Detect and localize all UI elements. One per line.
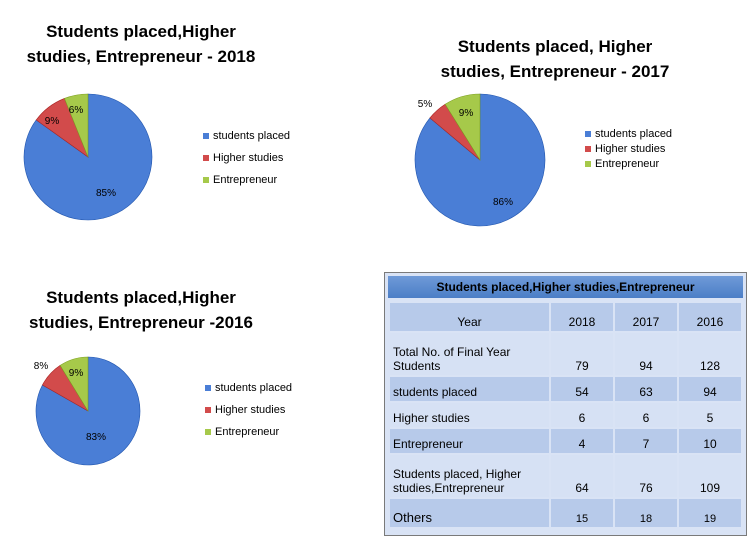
legend-entry-students-placed: students placed: [205, 377, 292, 399]
pie-data-label: 5%: [418, 99, 433, 110]
legend-entry-entrepreneur: Entrepreneur: [203, 169, 290, 191]
row-label: students placed: [390, 377, 549, 401]
legend-label: Entrepreneur: [213, 174, 278, 186]
pie-data-label: 85%: [96, 188, 116, 199]
row-value: 7: [615, 429, 677, 453]
row-value: 10: [679, 429, 741, 453]
legend-label: Higher studies: [213, 152, 284, 164]
legend-swatch-green: [203, 177, 209, 183]
legend-entry-entrepreneur: Entrepreneur: [205, 421, 292, 443]
legend-label: Higher studies: [595, 142, 666, 155]
row-value: 64: [551, 455, 613, 497]
row-value: 5: [679, 403, 741, 427]
pie-group-0: 85% 9% 6%: [23, 93, 153, 221]
legend-swatch-blue: [205, 385, 211, 391]
pie-data-label: 8%: [34, 361, 49, 372]
row-label: Entrepreneur: [390, 429, 549, 453]
legend-swatch-red: [205, 407, 211, 413]
legend-label: Higher studies: [215, 404, 286, 416]
placement-data-table: Year 2018 2017 2016 Total No. of Final Y…: [388, 301, 743, 529]
legend-entry-students-placed: students placed: [203, 125, 290, 147]
legend-entry-higher-studies: Higher studies: [585, 141, 672, 156]
table-row: Others 15 18 19: [390, 499, 741, 527]
chart-2018-title-line1: Students placed,Higher: [46, 22, 236, 41]
legend-label: students placed: [213, 130, 291, 142]
pie-slice-entrepreneur: [444, 93, 481, 162]
pie-slice-entrepreneur: [64, 93, 89, 158]
pie-data-label: 86%: [493, 197, 513, 208]
legend-label: students placed: [215, 382, 293, 394]
legend-entry-higher-studies: Higher studies: [205, 399, 292, 421]
row-value: 54: [551, 377, 613, 401]
table-row: Higher studies 6 6 5: [390, 403, 741, 427]
chart-2016-title-line2: studies, Entrepreneur -2016: [29, 313, 253, 332]
pie-data-label: 9%: [69, 368, 84, 379]
chart-2017-title-line2: studies, Entrepreneur - 2017: [440, 62, 670, 81]
row-value: 15: [551, 499, 613, 527]
header-cell: 2018: [551, 303, 613, 331]
legend-swatch-green: [205, 429, 211, 435]
legend-entry-students-placed: students placed: [585, 126, 672, 141]
row-value: 94: [615, 333, 677, 375]
chart-2017-title-line1: Students placed, Higher: [457, 37, 653, 56]
legend-2016: students placed Higher studies Entrepren…: [205, 377, 292, 443]
row-value: 76: [615, 455, 677, 497]
row-value: 6: [615, 403, 677, 427]
pie-data-label: 9%: [45, 116, 60, 127]
pie-data-label: 9%: [459, 108, 474, 119]
row-label: Higher studies: [390, 403, 549, 427]
header-cell: 2016: [679, 303, 741, 331]
chart-2018-title: Students placed,Higher studies, Entrepre…: [2, 19, 280, 69]
legend-entry-higher-studies: Higher studies: [203, 147, 290, 169]
header-cell: Year: [390, 303, 549, 331]
table-title: Students placed,Higher studies,Entrepren…: [388, 276, 743, 298]
row-value: 109: [679, 455, 741, 497]
chart-2016-title: Students placed,Higher studies, Entrepre…: [6, 285, 276, 335]
legend-swatch-green: [585, 160, 591, 167]
table-header-row: Year 2018 2017 2016: [390, 303, 741, 331]
row-value: 128: [679, 333, 741, 375]
legend-swatch-red: [203, 155, 209, 161]
pie-slice-students-placed: [23, 93, 153, 221]
table-row: Students placed, Higher studies,Entrepre…: [390, 455, 741, 497]
legend-swatch-blue: [203, 133, 209, 139]
row-value: 63: [615, 377, 677, 401]
legend-swatch-red: [585, 145, 591, 152]
row-value: 6: [551, 403, 613, 427]
row-value: 79: [551, 333, 613, 375]
row-value: 18: [615, 499, 677, 527]
legend-label: students placed: [595, 127, 673, 140]
chart-2016-title-line1: Students placed,Higher: [46, 288, 236, 307]
row-value: 19: [679, 499, 741, 527]
legend-2018: students placed Higher studies Entrepren…: [203, 125, 290, 191]
pie-data-label: 6%: [69, 105, 84, 116]
table-row: Entrepreneur 4 7 10: [390, 429, 741, 453]
row-value: 94: [679, 377, 741, 401]
placement-table: Students placed,Higher studies,Entrepren…: [384, 272, 747, 536]
table-row: students placed 54 63 94: [390, 377, 741, 401]
row-label: Students placed, Higher studies,Entrepre…: [390, 455, 549, 497]
row-label: Total No. of Final Year Students: [390, 333, 549, 375]
row-value: 4: [551, 429, 613, 453]
legend-2017: students placed Higher studies Entrepren…: [585, 126, 672, 171]
legend-entry-entrepreneur: Entrepreneur: [585, 156, 672, 171]
legend-label: Entrepreneur: [595, 157, 660, 170]
header-cell: 2017: [615, 303, 677, 331]
chart-2017-title: Students placed, Higher studies, Entrepr…: [410, 34, 700, 84]
row-label: Others: [390, 499, 549, 527]
chart-2018-title-line2: studies, Entrepreneur - 2018: [26, 47, 256, 66]
pie-group-2: 83% 8% 9%: [34, 356, 141, 466]
legend-label: Entrepreneur: [215, 426, 280, 438]
table-row: Total No. of Final Year Students 79 94 1…: [390, 333, 741, 375]
table-body: Year 2018 2017 2016 Total No. of Final Y…: [390, 303, 741, 527]
pie-slice-entrepreneur: [59, 356, 89, 413]
pie-data-label: 83%: [86, 432, 106, 443]
legend-swatch-blue: [585, 130, 591, 137]
pie-group-1: 86% 5% 9%: [414, 93, 546, 227]
